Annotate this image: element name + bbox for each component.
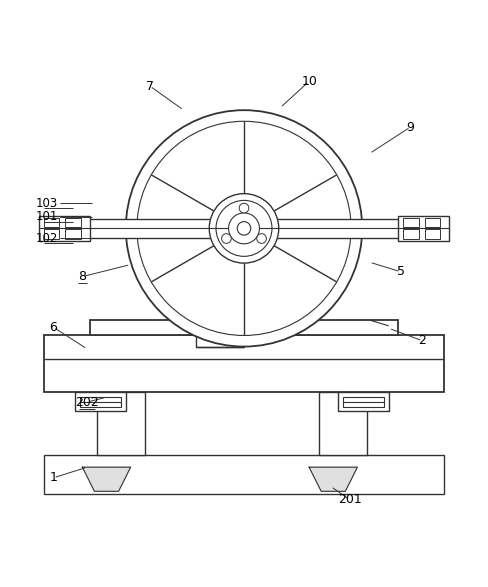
Circle shape: [257, 234, 266, 244]
Bar: [403, 218, 419, 227]
Text: 101: 101: [36, 210, 58, 223]
Circle shape: [209, 194, 279, 263]
Bar: [80, 397, 121, 407]
Bar: [75, 392, 126, 411]
Bar: [44, 218, 59, 227]
Bar: [338, 392, 389, 411]
Bar: [425, 218, 440, 227]
Text: 201: 201: [338, 494, 362, 507]
Circle shape: [137, 122, 351, 336]
Bar: [44, 230, 59, 239]
Circle shape: [237, 222, 251, 235]
Bar: [65, 218, 81, 227]
Text: 2: 2: [419, 334, 427, 348]
Bar: [425, 230, 440, 239]
Bar: [403, 230, 419, 239]
Bar: [44, 455, 444, 494]
Polygon shape: [82, 467, 131, 491]
Text: 5: 5: [397, 265, 405, 278]
Circle shape: [216, 200, 272, 257]
Text: 8: 8: [79, 270, 86, 283]
Polygon shape: [309, 467, 357, 491]
Bar: [90, 320, 398, 335]
Circle shape: [222, 234, 231, 244]
Text: 9: 9: [407, 120, 414, 134]
Bar: [44, 335, 444, 392]
Text: 103: 103: [36, 197, 58, 210]
Bar: [398, 216, 449, 241]
Bar: [97, 392, 145, 455]
Bar: [65, 230, 81, 239]
Text: 10: 10: [301, 75, 317, 87]
Text: 7: 7: [146, 80, 154, 93]
Text: 202: 202: [75, 396, 99, 409]
Bar: [49, 219, 439, 238]
Text: 102: 102: [36, 231, 58, 245]
Text: 6: 6: [49, 321, 58, 334]
Bar: [196, 311, 244, 346]
Text: 1: 1: [49, 471, 58, 484]
Circle shape: [239, 203, 249, 213]
Bar: [319, 392, 367, 455]
Circle shape: [126, 110, 362, 346]
Circle shape: [228, 213, 260, 244]
Bar: [39, 216, 90, 241]
Bar: [343, 397, 384, 407]
